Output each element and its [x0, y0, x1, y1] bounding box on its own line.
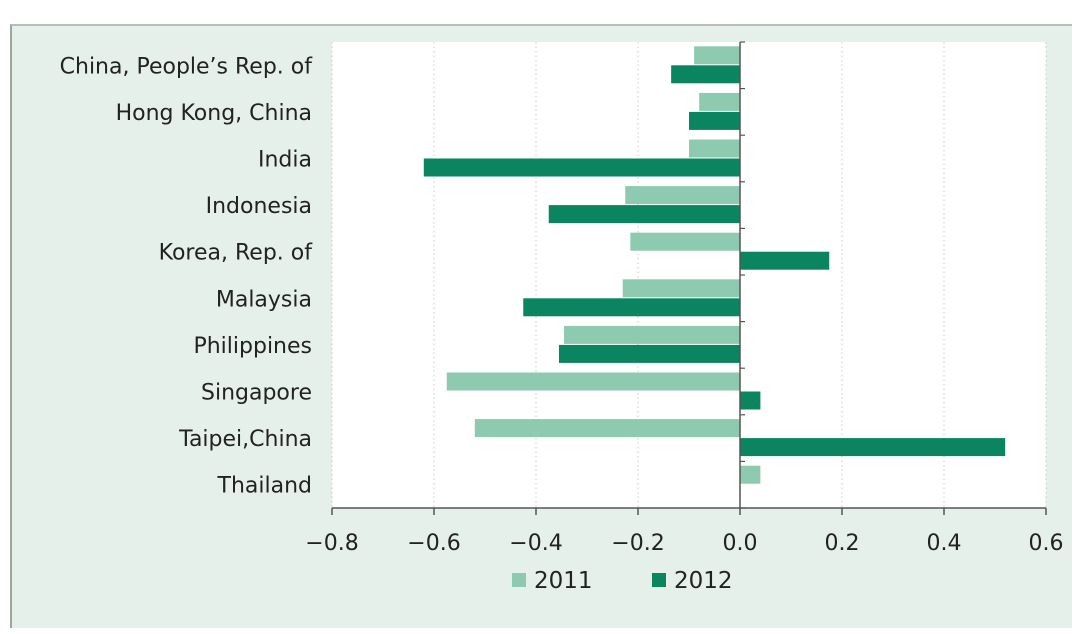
x-tick-label: −0.8: [305, 531, 358, 556]
x-tick-label: 0.6: [1029, 531, 1064, 556]
legend: 2011 2012: [512, 568, 733, 594]
bar-2012-6: [558, 344, 740, 363]
category-label: Philippines: [193, 334, 312, 359]
bar-2011-5: [622, 279, 740, 298]
bar-2012-2: [423, 158, 740, 177]
bar-2011-8: [474, 419, 740, 438]
bar-2012-5: [523, 298, 740, 317]
legend-label-2012: 2012: [674, 568, 733, 594]
x-tick-label: 0.4: [927, 531, 962, 556]
category-label: Indonesia: [206, 194, 312, 219]
bar-2011-0: [694, 46, 740, 65]
bar-2011-2: [689, 139, 740, 158]
bar-2011-1: [699, 92, 740, 111]
bar-2011-3: [625, 186, 740, 205]
legend-label-2011: 2011: [534, 568, 593, 594]
legend-swatch-2011: [512, 573, 526, 587]
chart-panel: China, People’s Rep. of Hong Kong, China I…: [10, 24, 1072, 628]
bar-2012-8: [740, 438, 1006, 457]
bar-2012-4: [740, 251, 830, 270]
category-label: Hong Kong, China: [116, 101, 312, 126]
bar-2011-7: [446, 372, 740, 391]
category-labels: China, People’s Rep. of Hong Kong, China I…: [60, 54, 314, 498]
axes: [331, 41, 1047, 515]
bar-2011-4: [630, 232, 740, 251]
bar-2012-1: [689, 111, 740, 130]
x-tick-label: −0.6: [407, 531, 460, 556]
bar-chart: China, People’s Rep. of Hong Kong, China I…: [60, 41, 1064, 594]
x-tick-label: 0.0: [723, 531, 758, 556]
x-tick-label: 0.2: [825, 531, 860, 556]
category-label: Korea, Rep. of: [159, 241, 314, 266]
x-tick-labels: −0.8 −0.6 −0.4 −0.2 0.0 0.2 0.4 0.6: [305, 531, 1063, 556]
category-label: Thailand: [217, 474, 312, 499]
bar-2011-9: [740, 465, 761, 484]
category-label: China, People’s Rep. of: [60, 54, 314, 79]
bar-2012-3: [548, 205, 740, 224]
legend-swatch-2012: [652, 573, 666, 587]
bar-2012-7: [740, 391, 761, 410]
bar-2012-0: [671, 65, 740, 84]
x-tick-label: −0.2: [611, 531, 664, 556]
category-label: Malaysia: [216, 287, 312, 312]
bars: [423, 46, 1006, 484]
category-label: India: [258, 148, 312, 173]
bar-2011-6: [564, 325, 740, 344]
category-label: Singapore: [201, 381, 312, 406]
category-label: Taipei,China: [178, 427, 312, 452]
x-tick-label: −0.4: [509, 531, 562, 556]
